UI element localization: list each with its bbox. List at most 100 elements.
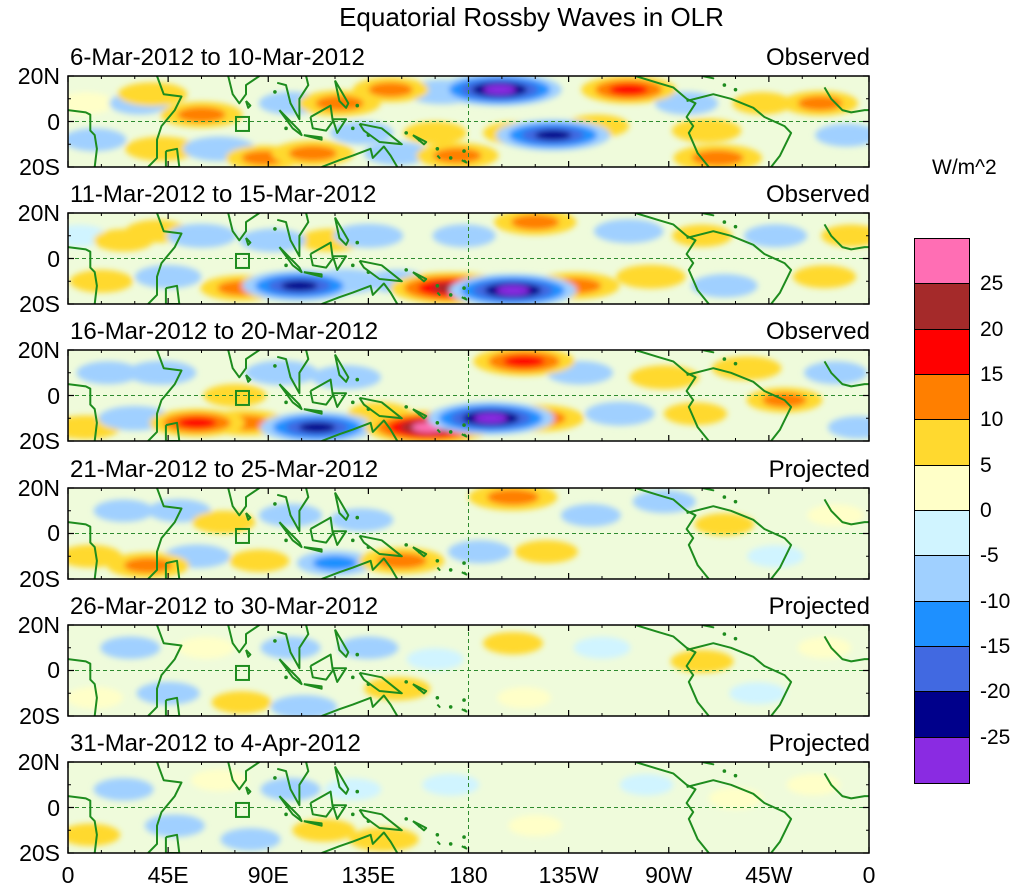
island [351, 400, 355, 405]
island [273, 501, 277, 506]
anomaly-cell [298, 90, 381, 117]
island [722, 220, 727, 225]
maldives-box [234, 664, 250, 681]
coastline [436, 566, 441, 571]
coastline [309, 790, 334, 818]
lon-tick-label: 45E [147, 862, 189, 888]
anomaly-contour [483, 631, 543, 655]
island [448, 842, 453, 846]
olr-map [67, 486, 870, 580]
colorbar-swatch [915, 556, 969, 602]
anomaly-cell [448, 539, 512, 563]
lon-tick-label: 90W [645, 862, 693, 888]
anomaly-contour [804, 361, 868, 385]
anomaly-contour [433, 148, 482, 164]
anomaly-contour [312, 555, 358, 570]
coastline [635, 213, 710, 305]
anomaly-cell [449, 274, 577, 305]
anomaly-contour [203, 384, 267, 408]
coastline [68, 109, 98, 167]
anomaly-cell [747, 544, 804, 567]
anomaly-contour [593, 219, 664, 244]
colorbar-swatch [915, 737, 969, 783]
anomaly-contour [190, 769, 248, 792]
panel-date-range: 26-Mar-2012 to 30-Mar-2012 [70, 592, 379, 620]
coastline [164, 559, 181, 579]
coastline [68, 795, 98, 853]
anomaly-contour [573, 636, 631, 659]
lat-tick-label: 20N [17, 611, 60, 638]
anomaly-cell [632, 489, 696, 513]
coastline [147, 762, 183, 853]
island [284, 538, 288, 542]
island [366, 270, 371, 275]
island [273, 90, 277, 94]
coastline [436, 429, 441, 434]
anomaly-contour [786, 774, 841, 796]
coastline [276, 350, 310, 395]
island [733, 636, 738, 641]
coastline [358, 671, 403, 695]
coastline [278, 383, 303, 411]
anomaly-contour [694, 512, 755, 536]
coastlines [68, 213, 869, 305]
anomaly-cell [333, 223, 404, 248]
colorbar-tick-label: -15 [980, 635, 1011, 658]
anomaly-cell [177, 636, 235, 659]
colorbar-swatch [915, 329, 969, 375]
coastline [331, 255, 348, 272]
coastline [461, 845, 468, 850]
coastline [309, 653, 334, 681]
anomaly-contour [68, 823, 121, 847]
anomaly-cell [670, 649, 734, 673]
coastline [303, 134, 323, 141]
island [462, 149, 466, 153]
anomaly-contour [403, 121, 467, 145]
anomaly-cell [437, 76, 562, 106]
coastline [321, 557, 399, 579]
coastline [164, 696, 181, 716]
colorbar-tick-label: 5 [980, 453, 992, 477]
colorbar-tick-label: -10 [980, 589, 1011, 613]
coastline [334, 354, 350, 384]
coastline [276, 487, 310, 532]
anomaly-contour [68, 686, 124, 709]
coastline [823, 498, 869, 525]
coastline [823, 86, 869, 114]
island [355, 515, 360, 519]
coastline [331, 666, 348, 683]
coastline [331, 804, 348, 820]
anomaly-cell [190, 769, 248, 792]
anomaly-contour [821, 224, 869, 248]
lat-tick-label: 0 [47, 108, 60, 135]
anomaly-contour [406, 647, 464, 670]
anomaly-cell [125, 136, 198, 162]
coastline [227, 487, 260, 516]
anomaly-cell [581, 76, 677, 104]
anomaly-cell [432, 224, 496, 248]
coastline [303, 545, 323, 553]
coastline [321, 419, 399, 442]
coastline [461, 570, 468, 576]
anomaly-contour [93, 778, 154, 801]
panel-3: 16-Mar-2012 to 20-Mar-2012 Observed 20N 0 20… [0, 318, 880, 455]
coastline [701, 487, 715, 491]
coastline [331, 118, 348, 134]
coastline [701, 350, 715, 354]
colorbar-tick-label: 20 [980, 317, 1004, 341]
lat-tick-label: 20N [17, 474, 60, 501]
anomaly-cell [495, 119, 611, 151]
anomaly-contour [333, 223, 404, 248]
island [722, 83, 727, 87]
coastline [309, 516, 334, 544]
panel-4: 21-Mar-2012 to 25-Mar-2012 Projected 20N 0 2… [0, 456, 880, 593]
coastline [334, 628, 350, 658]
anomaly-cell [338, 636, 399, 659]
coastline [436, 840, 441, 845]
island [351, 538, 355, 542]
island [404, 817, 409, 821]
coastline [147, 487, 183, 579]
anomaly-cell [106, 551, 190, 578]
olr-map [67, 75, 870, 168]
anomaly-contour [220, 828, 281, 851]
